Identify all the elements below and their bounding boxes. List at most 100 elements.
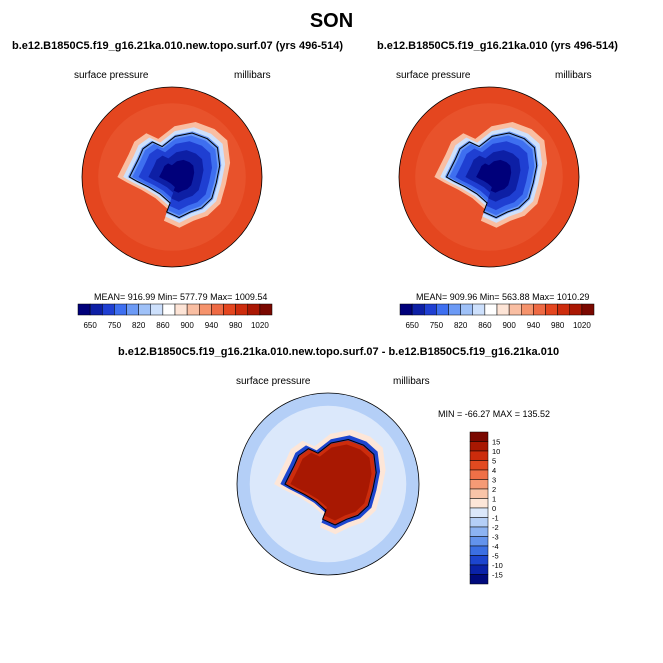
panel-2-colorbar-swatch-1	[399, 303, 413, 316]
panel-1-colorbar-swatch-10	[186, 303, 200, 316]
panel-3-colorbar-swatch-6	[469, 479, 489, 490]
panel-1-colorbar-tick-label: 1020	[251, 321, 269, 330]
panel-2-colorbar-tick-label: 900	[502, 321, 516, 330]
panel-3-colorbar-swatch-2	[469, 441, 489, 452]
panel-2-colorbar-tick-label: 820	[454, 321, 468, 330]
panel-3-colorbar-swatch-13	[469, 545, 489, 556]
panel-2-colorbar-swatch-12	[533, 303, 546, 316]
panel-2-colorbar-swatch-2	[411, 303, 425, 316]
panel-1-variable-label: surface pressure	[74, 70, 149, 81]
panel-1-colorbar-swatch-2	[89, 303, 103, 316]
panel-3-title: b.e12.B1850C5.f19_g16.21ka.010.new.topo.…	[118, 346, 560, 358]
panel-2-colorbar-swatch-9	[496, 303, 510, 316]
panel-1-colorbar-tick-label: 900	[180, 321, 194, 330]
panel-3-positive-interior	[290, 444, 372, 521]
panel-1-colorbar-tick-label: 940	[205, 321, 219, 330]
panel-3-colorbar-tick-label: -5	[492, 552, 499, 561]
panel-1-colorbar: 650 750 820 860 900 940 980 1020	[77, 303, 273, 330]
panel-1-colorbar-swatch-5	[126, 303, 139, 316]
panel-2-colorbar-swatch-7	[472, 303, 486, 316]
panel-2-colorbar-tick-label: 650	[405, 321, 419, 330]
panel-1-colorbar-swatch-4	[114, 303, 127, 316]
panel-1-colorbar-swatch-12	[211, 303, 224, 316]
panel-2-colorbar-tick-label: 860	[478, 321, 492, 330]
panel-2-colorbar-swatch-11	[521, 303, 534, 316]
panel-1-colorbar-swatch-7	[150, 303, 164, 316]
panel-2-colorbar-swatch-16	[581, 303, 595, 316]
panel-2-colorbar-swatch-10	[508, 303, 522, 316]
panel-1-contour-band-7	[159, 159, 195, 193]
panel-1-units-label: millibars	[234, 70, 271, 81]
panel-3-colorbar-swatch-10	[469, 517, 489, 528]
panel-2-colorbar-swatch-8	[484, 303, 498, 316]
panel-3-colorbar-tick-label: 4	[492, 466, 496, 475]
panel-1-title: b.e12.B1850C5.f19_g16.21ka.010.new.topo.…	[12, 40, 343, 52]
panel-1-colorbar-swatch-3	[102, 303, 115, 316]
panel-3-colorbar-tick-label: 2	[492, 485, 496, 494]
panel-2-colorbar-swatch-15	[569, 303, 583, 316]
panel-2-stats: MEAN= 909.96 Min= 563.88 Max= 1010.29	[416, 292, 590, 302]
panel-2-colorbar-tick-label: 980	[551, 321, 565, 330]
panel-1-colorbar-swatch-14	[235, 303, 248, 316]
panel-3-colorbar-tick-label: -3	[492, 533, 499, 542]
panel-2-colorbar-tick-label: 1020	[573, 321, 591, 330]
panel-2-colorbar-swatch-5	[448, 303, 461, 316]
panel-1-colorbar-tick-label: 820	[132, 321, 146, 330]
panel-1-colorbar-swatch-6	[138, 303, 151, 316]
panel-3-stats: MIN = -66.27 MAX = 135.52	[438, 409, 551, 419]
panel-1-colorbar-swatch-13	[223, 303, 236, 316]
panel-1-colorbar-tick-label: 750	[108, 321, 122, 330]
panel-2-colorbar-swatch-4	[436, 303, 449, 316]
panel-1-colorbar-tick-label: 650	[83, 321, 97, 330]
panel-3-colorbar-swatch-12	[469, 536, 489, 547]
panel-1-colorbar-swatch-11	[199, 303, 212, 316]
panel-2-title: b.e12.B1850C5.f19_g16.21ka.010 (yrs 496-…	[377, 40, 618, 52]
panel-1-polar-map	[81, 86, 263, 268]
panel-2-colorbar: 650 750 820 860 900 940 980 1020	[399, 303, 595, 330]
panel-3-coastline	[284, 438, 377, 526]
panel-3-colorbar-swatch-14	[469, 555, 489, 566]
panel-3-colorbar-tick-label: 0	[492, 504, 496, 513]
panel-3-colorbar-swatch-16	[469, 574, 489, 585]
panel-3-colorbar-tick-label: -10	[492, 561, 503, 570]
panel-2-units-label: millibars	[555, 70, 592, 81]
panel-3-colorbar-swatch-11	[469, 526, 489, 537]
panel-2-coastline	[445, 132, 538, 219]
panel-3-colorbar-tick-label: 10	[492, 447, 500, 456]
panel-3-colorbar-swatch-3	[469, 450, 489, 461]
panel-3-colorbar-tick-label: 3	[492, 476, 496, 485]
panel-3-colorbar-swatch-1	[469, 431, 489, 442]
panel-3-colorbar-swatch-4	[469, 460, 489, 471]
panel-2-polar-map	[398, 86, 580, 268]
panel-3-colorbar-tick-label: -1	[492, 514, 499, 523]
panel-1-colorbar-swatch-15	[247, 303, 261, 316]
panel-1-colorbar-swatch-1	[77, 303, 91, 316]
panel-2-colorbar-tick-label: 940	[527, 321, 541, 330]
panel-3-variable-label: surface pressure	[236, 376, 311, 387]
panel-3-colorbar-tick-label: -2	[492, 523, 499, 532]
panel-1-colorbar-swatch-9	[174, 303, 188, 316]
panel-3-colorbar-swatch-8	[469, 498, 489, 509]
panel-2-colorbar-tick-label: 750	[430, 321, 444, 330]
panel-1-colorbar-tick-label: 860	[156, 321, 170, 330]
panel-2-variable-label: surface pressure	[396, 70, 471, 81]
panel-1-colorbar-swatch-8	[162, 303, 176, 316]
panel-3-colorbar-swatch-5	[469, 469, 489, 480]
panel-2-contour-band-7	[476, 159, 512, 193]
panel-1-stats: MEAN= 916.99 Min= 577.79 Max= 1009.54	[94, 292, 268, 302]
panel-3-colorbar-tick-label: -4	[492, 542, 499, 551]
panel-2-colorbar-swatch-6	[460, 303, 473, 316]
panel-1-colorbar-swatch-16	[259, 303, 273, 316]
page-title: SON	[309, 10, 354, 32]
panel-3-colorbar-swatch-15	[469, 564, 489, 575]
panel-3-colorbar-tick-label: -15	[492, 571, 503, 580]
panel-3-polar-map	[236, 392, 420, 576]
panel-1-colorbar-tick-label: 980	[229, 321, 243, 330]
panel-3-colorbar-tick-label: 15	[492, 438, 500, 447]
panel-3-units-label: millibars	[393, 376, 430, 387]
panel-3-colorbar-tick-label: 1	[492, 495, 496, 504]
panel-1-coastline	[128, 132, 221, 219]
panel-3-colorbar-tick-label: 5	[492, 457, 496, 466]
panel-2-colorbar-swatch-3	[424, 303, 437, 316]
